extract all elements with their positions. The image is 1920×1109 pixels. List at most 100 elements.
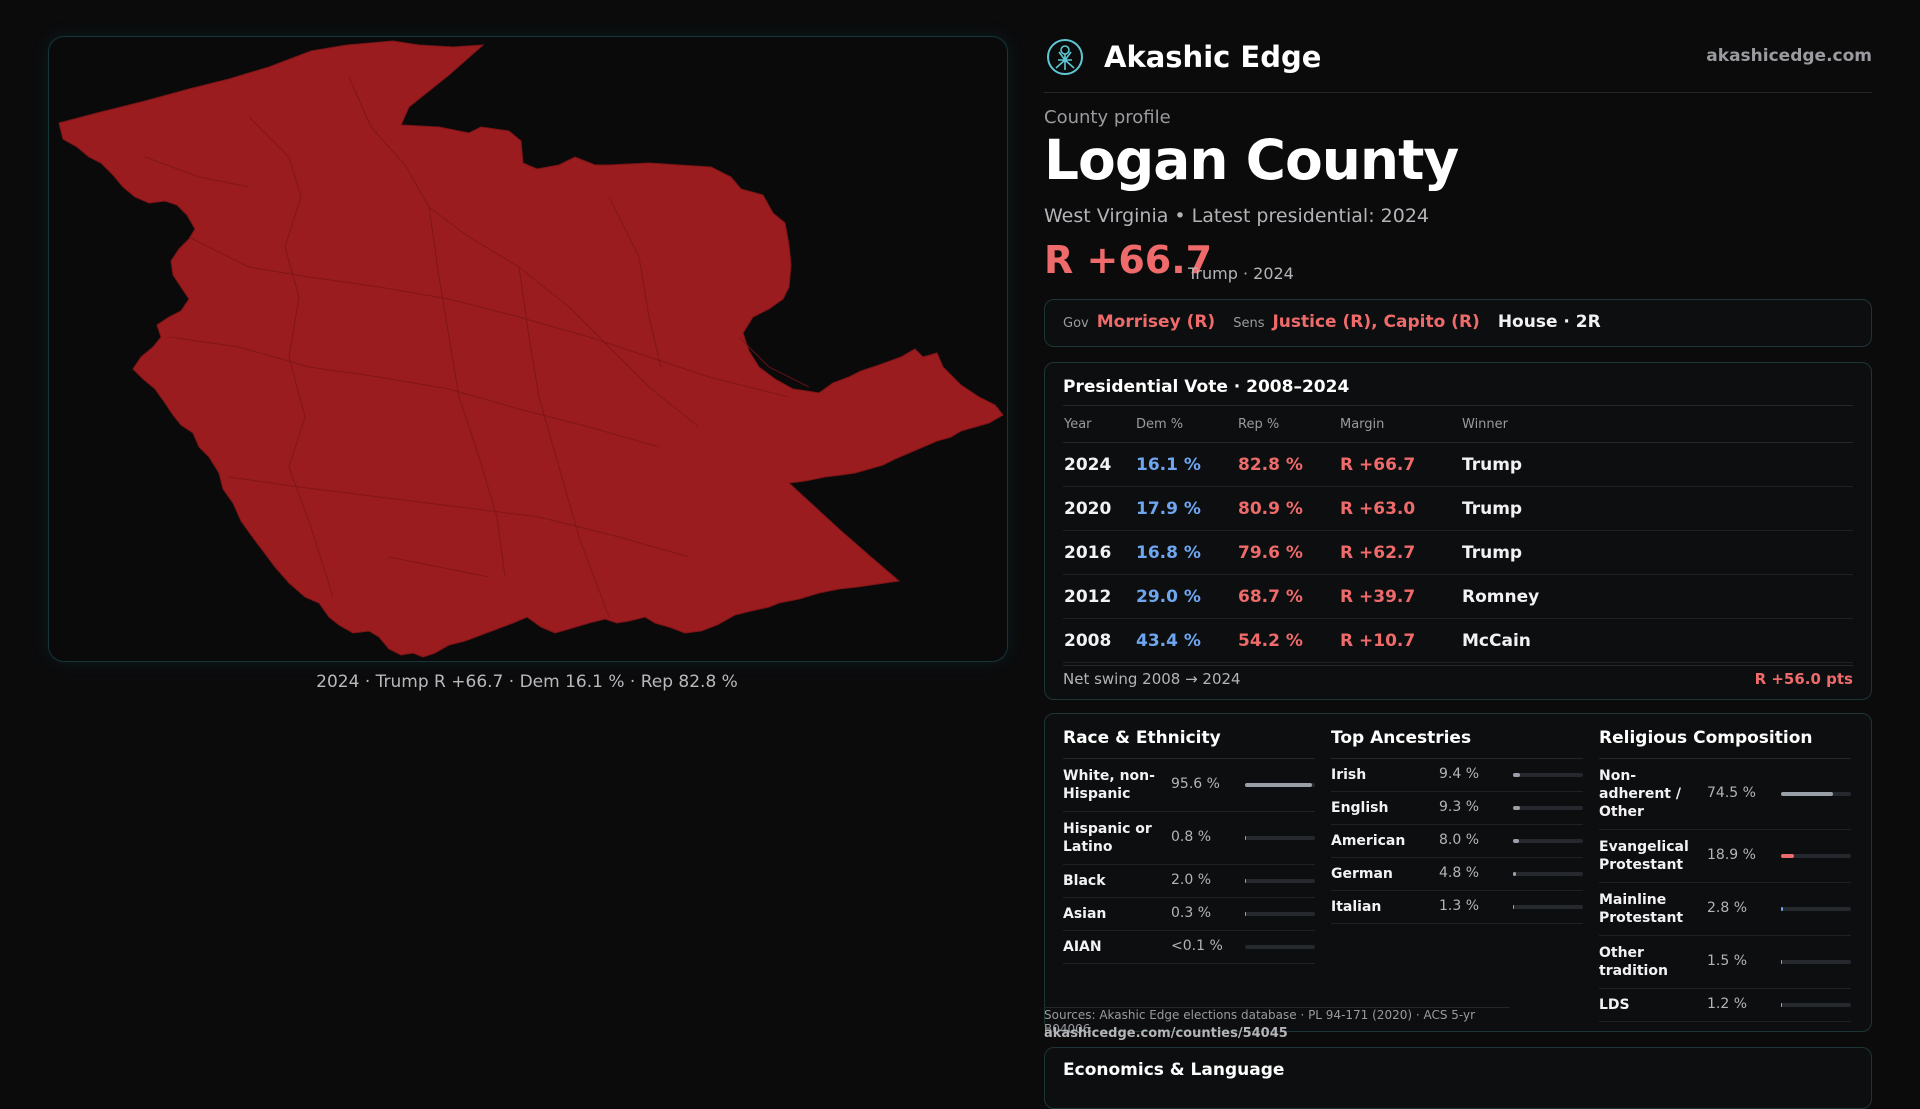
item-bar — [1245, 783, 1315, 787]
item-value: 18.9 % — [1707, 847, 1756, 863]
item-bar-fill — [1245, 879, 1246, 883]
col-header-rep: Rep % — [1237, 406, 1339, 443]
county-url-link[interactable]: akashicedge.com/counties/54045 — [1044, 1026, 1288, 1041]
brand-name[interactable]: Akashic Edge — [1104, 38, 1321, 76]
tree-of-life-icon[interactable] — [1046, 38, 1084, 76]
item-value: 74.5 % — [1707, 785, 1756, 801]
dem-cell: 17.9 % — [1135, 487, 1237, 531]
race-ethnicity-title: Race & Ethnicity — [1063, 728, 1315, 759]
col-header-winner: Winner — [1461, 406, 1853, 443]
net-swing-value: R +56.0 pts — [1755, 670, 1853, 688]
item-bar-fill — [1245, 836, 1246, 840]
item-name: German — [1331, 865, 1439, 883]
item-name: Irish — [1331, 766, 1439, 784]
winner-cell: McCain — [1461, 619, 1853, 663]
list-item[interactable]: AIAN<0.1 % — [1063, 931, 1315, 964]
senators-label: Sens — [1233, 316, 1264, 331]
winner-cell: Trump — [1461, 487, 1853, 531]
economics-language-card: Economics & Language — [1044, 1047, 1872, 1109]
table-row[interactable]: 2016 16.8 % 79.6 % R +62.7 Trump — [1063, 531, 1853, 575]
house-delegation: House · 2R — [1498, 312, 1601, 332]
ancestries-title: Top Ancestries — [1331, 728, 1583, 759]
dem-cell: 29.0 % — [1135, 575, 1237, 619]
map-caption: 2024 · Trump R +66.7 · Dem 16.1 % · Rep … — [48, 672, 1006, 692]
county-map-panel[interactable] — [48, 36, 1008, 662]
item-bar — [1781, 792, 1851, 796]
item-bar-fill — [1781, 907, 1783, 911]
margin-cell: R +62.7 — [1339, 531, 1461, 575]
item-bar-fill — [1245, 912, 1246, 916]
winner-cell: Trump — [1461, 443, 1853, 487]
col-header-margin: Margin — [1339, 406, 1461, 443]
item-bar — [1781, 854, 1851, 858]
presidential-vote-table: Year Dem % Rep % Margin Winner 2024 16.1… — [1063, 405, 1853, 663]
item-name: Italian — [1331, 898, 1439, 916]
item-bar — [1245, 879, 1315, 883]
item-name: White, non-Hispanic — [1063, 767, 1171, 803]
religion-column: Religious Composition Non-adherent / Oth… — [1599, 728, 1851, 1022]
site-domain-link[interactable]: akashicedge.com — [1706, 46, 1872, 66]
margin-cell: R +10.7 — [1339, 619, 1461, 663]
item-name: LDS — [1599, 996, 1707, 1014]
item-bar — [1245, 945, 1315, 949]
gov-label: Gov — [1063, 316, 1089, 331]
net-swing-label: Net swing 2008 → 2024 — [1063, 670, 1241, 688]
item-bar-fill — [1781, 960, 1782, 964]
presidential-vote-card: Presidential Vote · 2008–2024 Year Dem %… — [1044, 362, 1872, 700]
item-name: Non-adherent / Other — [1599, 767, 1707, 821]
item-value: 9.4 % — [1439, 766, 1479, 782]
item-bar-fill — [1781, 1003, 1782, 1007]
year-cell: 2020 — [1063, 487, 1135, 531]
item-name: Black — [1063, 872, 1171, 890]
item-value: 4.8 % — [1439, 865, 1479, 881]
item-value: <0.1 % — [1171, 938, 1223, 954]
rep-cell: 79.6 % — [1237, 531, 1339, 575]
item-value: 1.2 % — [1707, 996, 1747, 1012]
item-name: English — [1331, 799, 1439, 817]
table-header-row: Year Dem % Rep % Margin Winner — [1063, 406, 1853, 443]
item-bar — [1781, 1003, 1851, 1007]
item-value: 2.0 % — [1171, 872, 1211, 888]
item-bar — [1513, 839, 1583, 843]
page-eyebrow: County profile — [1044, 107, 1171, 128]
dem-cell: 16.8 % — [1135, 531, 1237, 575]
item-value: 2.8 % — [1707, 900, 1747, 916]
winner-cell: Trump — [1461, 531, 1853, 575]
item-name: Other tradition — [1599, 944, 1707, 980]
presidential-vote-title: Presidential Vote · 2008–2024 — [1063, 377, 1349, 397]
table-row[interactable]: 2008 43.4 % 54.2 % R +10.7 McCain — [1063, 619, 1853, 663]
county-map[interactable] — [49, 37, 1007, 661]
table-row[interactable]: 2024 16.1 % 82.8 % R +66.7 Trump — [1063, 443, 1853, 487]
margin-cell: R +66.7 — [1339, 443, 1461, 487]
item-bar — [1513, 872, 1583, 876]
item-bar-fill — [1513, 872, 1516, 876]
item-bar-fill — [1513, 773, 1520, 777]
table-row[interactable]: 2012 29.0 % 68.7 % R +39.7 Romney — [1063, 575, 1853, 619]
item-bar — [1513, 905, 1583, 909]
item-bar-fill — [1781, 854, 1794, 858]
item-name: Evangelical Protestant — [1599, 838, 1707, 874]
item-bar-fill — [1513, 806, 1520, 810]
col-header-dem: Dem % — [1135, 406, 1237, 443]
table-row[interactable]: 2020 17.9 % 80.9 % R +63.0 Trump — [1063, 487, 1853, 531]
item-value: 8.0 % — [1439, 832, 1479, 848]
